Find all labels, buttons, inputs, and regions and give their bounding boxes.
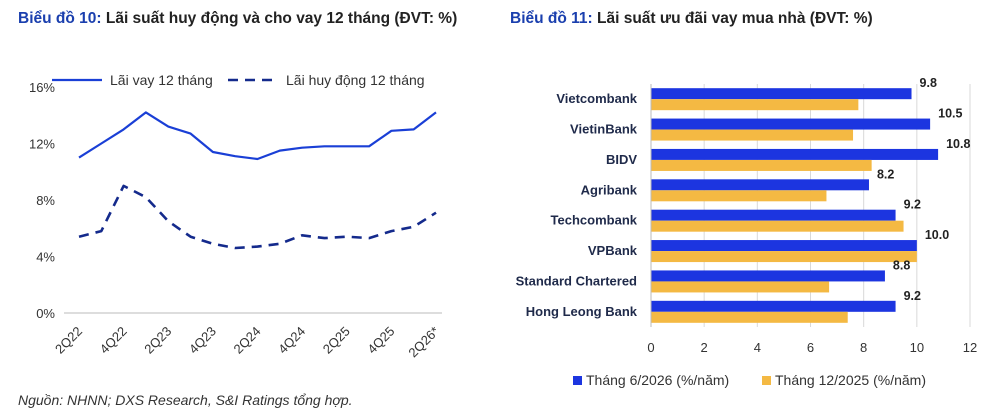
bar-chart-mortgage-rates: 0 2 4 6 8 10 12 Vietcombank 9.8 VietinBank 10.5 BID… xyxy=(516,76,978,388)
bar-0 xyxy=(651,179,869,191)
data-label: 10.0 xyxy=(925,228,949,242)
x-tick-label: 2Q23 xyxy=(141,324,174,357)
x-tick-label: 4Q23 xyxy=(186,324,219,357)
x-tick-label: 4Q25 xyxy=(364,324,397,357)
bar-0 xyxy=(651,270,885,282)
x-tick-label: 12 xyxy=(963,340,977,355)
data-label: 9.2 xyxy=(904,198,921,212)
data-label: 8.2 xyxy=(877,167,894,181)
chart-10-title-text: Lãi suất huy động và cho vay 12 tháng (Đ… xyxy=(105,10,458,27)
category-label: VPBank xyxy=(588,243,638,258)
legend-label-0: Tháng 6/2026 (%/năm) xyxy=(586,372,729,388)
category-label: VietinBank xyxy=(570,122,638,137)
chart-11-title-text: Lãi suất ưu đãi vay mua nhà (ĐVT: %) xyxy=(597,10,873,27)
x-tick-label: 4 xyxy=(754,340,761,355)
bar-1 xyxy=(651,220,904,232)
category-label: Techcombank xyxy=(551,213,638,228)
bar-1 xyxy=(651,311,848,323)
series-line-1 xyxy=(78,184,437,250)
bar-1 xyxy=(651,190,827,202)
legend-swatch-0 xyxy=(573,376,582,385)
data-label: 9.2 xyxy=(904,289,921,303)
chart-11-title-prefix: Biểu đồ 11: xyxy=(510,10,593,27)
y-tick-label: 12% xyxy=(29,137,55,152)
x-tick-label: 10 xyxy=(910,340,924,355)
bar-0 xyxy=(651,209,896,221)
legend-swatch-1 xyxy=(762,376,771,385)
bar-1 xyxy=(651,99,859,111)
bar-1 xyxy=(651,129,854,141)
legend-label-1: Tháng 12/2025 (%/năm) xyxy=(775,372,926,388)
data-label: 10.5 xyxy=(938,107,962,121)
x-tick-label: 0 xyxy=(647,340,654,355)
y-tick-label: 0% xyxy=(36,306,55,321)
legend-label-1: Lãi huy động 12 tháng xyxy=(286,72,425,88)
bar-1 xyxy=(651,159,872,171)
data-label: 9.8 xyxy=(920,76,937,90)
x-tick-label: 2Q26* xyxy=(405,324,442,361)
category-label: Standard Chartered xyxy=(516,273,637,288)
y-tick-label: 4% xyxy=(36,250,55,265)
category-label: Hong Leong Bank xyxy=(526,304,638,319)
bar-1 xyxy=(651,251,917,263)
x-tick-label: 2Q25 xyxy=(320,324,353,357)
x-tick-label: 4Q24 xyxy=(275,324,308,357)
category-label: Vietcombank xyxy=(556,91,637,106)
bar-0 xyxy=(651,88,912,100)
legend-label-0: Lãi vay 12 tháng xyxy=(110,72,213,88)
chart-10-title: Biểu đồ 10: Lãi suất huy động và cho vay… xyxy=(18,10,457,28)
category-label: BIDV xyxy=(606,152,637,167)
chart-11-title: Biểu đồ 11: Lãi suất ưu đãi vay mua nhà … xyxy=(510,10,873,28)
bar-0 xyxy=(651,118,931,130)
category-label: Agribank xyxy=(581,182,638,197)
x-tick-label: 6 xyxy=(807,340,814,355)
data-label: 8.8 xyxy=(893,258,910,272)
series-line-0 xyxy=(78,111,437,161)
bar-0 xyxy=(651,300,896,312)
x-tick-label: 2 xyxy=(701,340,708,355)
y-tick-label: 8% xyxy=(36,193,55,208)
chart-10-title-prefix: Biểu đồ 10: xyxy=(18,10,102,27)
x-tick-label: 8 xyxy=(860,340,867,355)
x-tick-label: 4Q22 xyxy=(97,324,130,357)
bar-0 xyxy=(651,148,939,160)
bar-1 xyxy=(651,281,830,293)
x-tick-label: 2Q22 xyxy=(52,324,85,357)
line-chart-rates: 0% 4% 8% 12% 16% 2Q22 4Q22 2Q23 4Q23 2Q24 4Q24 2Q25… xyxy=(29,72,442,360)
bar-0 xyxy=(651,240,917,252)
x-tick-label: 2Q24 xyxy=(231,324,264,357)
y-tick-label: 16% xyxy=(29,80,55,95)
source-note: Nguồn: NHNN; DXS Research, S&I Ratings t… xyxy=(18,392,353,408)
data-label: 10.8 xyxy=(946,137,970,151)
